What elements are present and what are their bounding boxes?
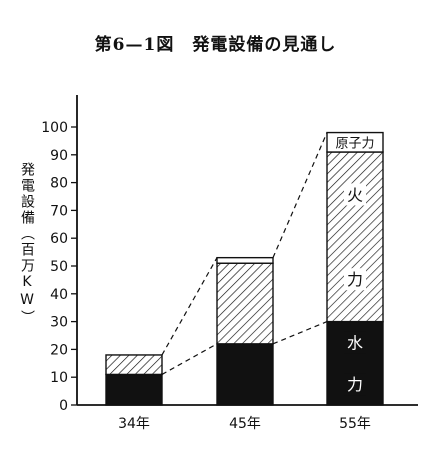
bar-segment bbox=[105, 354, 163, 376]
connector-line bbox=[161, 257, 218, 356]
y-axis-label: 発電設備（百万KW） bbox=[19, 162, 35, 326]
segment-label: 水 bbox=[347, 333, 363, 352]
x-tick-label: 45年 bbox=[229, 416, 261, 432]
x-tick-label: 34年 bbox=[118, 416, 150, 432]
y-tick-label: 100 bbox=[41, 120, 68, 136]
bar-segment bbox=[216, 256, 274, 264]
connector-line bbox=[272, 321, 328, 345]
segment-label-box bbox=[344, 331, 366, 354]
segment-label-box bbox=[344, 183, 366, 206]
y-tick-label: 70 bbox=[50, 203, 68, 219]
bars bbox=[105, 131, 384, 406]
x-tick-label: 55年 bbox=[339, 416, 371, 432]
bar-segment bbox=[326, 151, 384, 323]
y-tick-label: 10 bbox=[50, 370, 68, 386]
segment-label: 力 bbox=[347, 270, 363, 289]
bar-segment bbox=[216, 343, 274, 406]
segment-label: 原子力 bbox=[335, 136, 374, 151]
y-tick-label: 0 bbox=[59, 398, 68, 414]
bar-segment bbox=[326, 131, 384, 153]
connector-lines bbox=[161, 132, 328, 375]
segment-label-box bbox=[344, 373, 366, 396]
y-tick-label: 90 bbox=[50, 148, 68, 164]
segment-label: 力 bbox=[347, 375, 363, 394]
segment-label-box bbox=[344, 268, 366, 291]
y-tick-label: 30 bbox=[50, 315, 68, 331]
y-tick-label: 50 bbox=[50, 259, 68, 275]
chart-title: 第6—1図 発電設備の見通し bbox=[94, 35, 337, 55]
y-tick-label: 40 bbox=[50, 287, 68, 303]
y-tick-label: 60 bbox=[50, 231, 68, 247]
connector-line bbox=[161, 343, 218, 375]
segment-label: 火 bbox=[347, 185, 363, 204]
connector-line bbox=[272, 132, 328, 258]
bar-segment bbox=[216, 262, 274, 345]
y-tick-label: 80 bbox=[50, 176, 68, 192]
y-tick-label: 20 bbox=[50, 342, 68, 358]
bar-segment bbox=[105, 373, 163, 406]
